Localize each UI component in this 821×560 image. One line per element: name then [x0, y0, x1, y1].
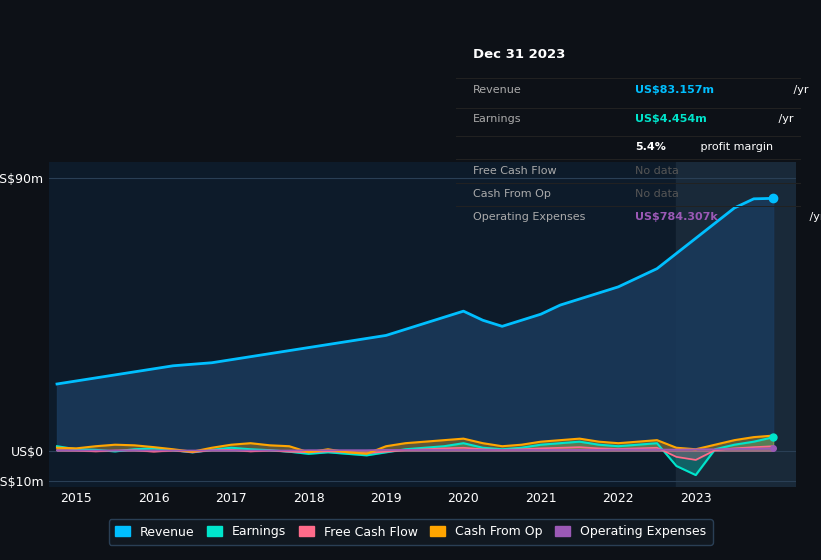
Bar [677, 162, 812, 487]
Text: Cash From Op: Cash From Op [473, 189, 551, 199]
Text: /yr: /yr [790, 85, 809, 95]
Text: Revenue: Revenue [473, 85, 521, 95]
Text: Dec 31 2023: Dec 31 2023 [473, 49, 566, 62]
Text: US$4.454m: US$4.454m [635, 114, 707, 124]
Text: No data: No data [635, 189, 679, 199]
Text: profit margin: profit margin [697, 142, 773, 152]
Text: /yr: /yr [805, 212, 821, 222]
Text: Earnings: Earnings [473, 114, 521, 124]
Text: Free Cash Flow: Free Cash Flow [473, 166, 557, 175]
Legend: Revenue, Earnings, Free Cash Flow, Cash From Op, Operating Expenses: Revenue, Earnings, Free Cash Flow, Cash … [108, 519, 713, 545]
Text: US$784.307k: US$784.307k [635, 212, 718, 222]
Text: No data: No data [635, 166, 679, 175]
Text: /yr: /yr [775, 114, 793, 124]
Text: US$83.157m: US$83.157m [635, 85, 714, 95]
Text: Operating Expenses: Operating Expenses [473, 212, 585, 222]
Text: 5.4%: 5.4% [635, 142, 666, 152]
